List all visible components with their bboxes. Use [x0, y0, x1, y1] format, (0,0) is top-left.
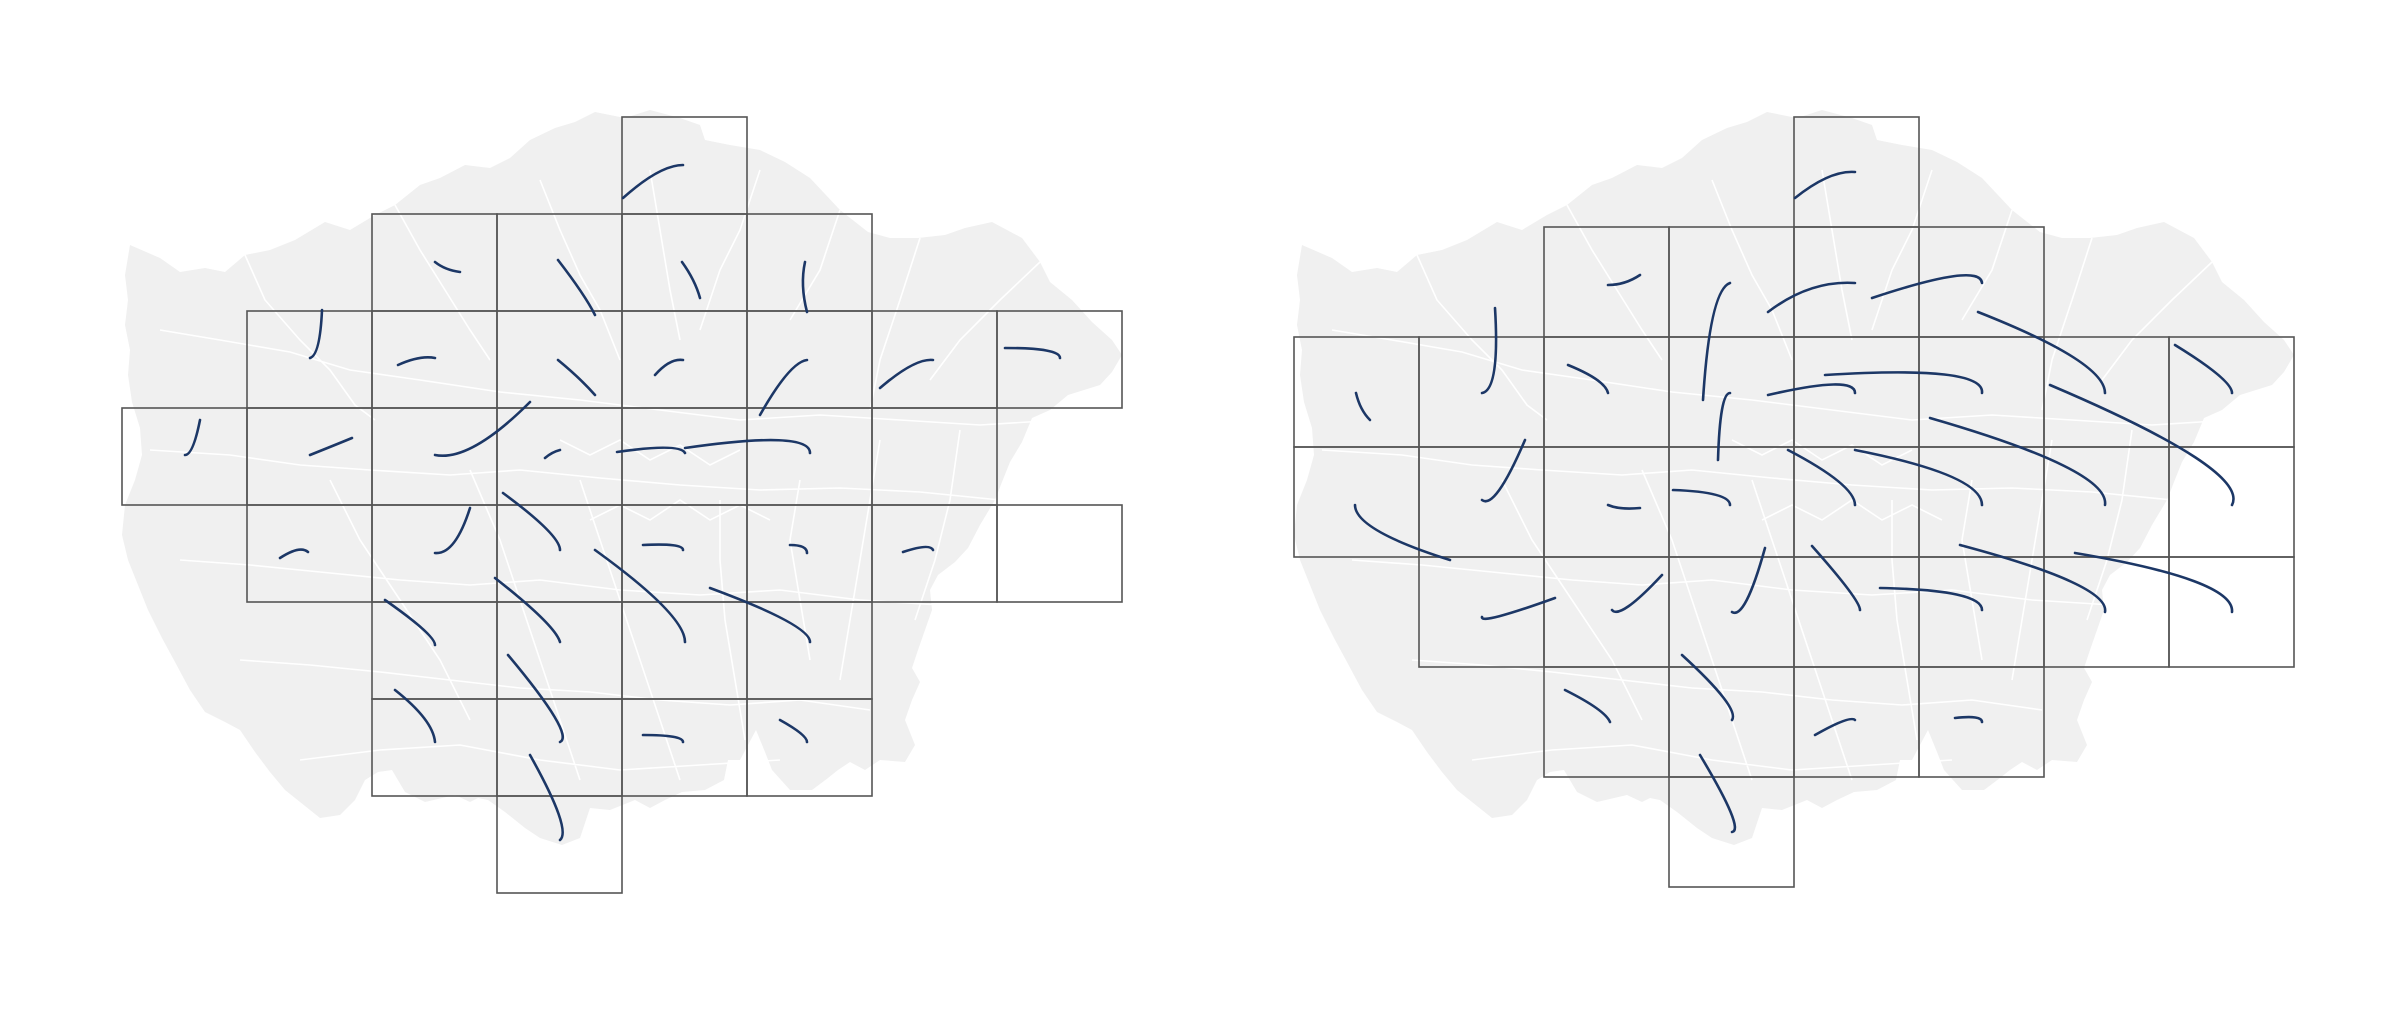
left-map — [122, 110, 1122, 893]
grid-cell — [997, 505, 1122, 602]
grid-cell — [2169, 447, 2294, 557]
right-map — [1294, 110, 2294, 887]
